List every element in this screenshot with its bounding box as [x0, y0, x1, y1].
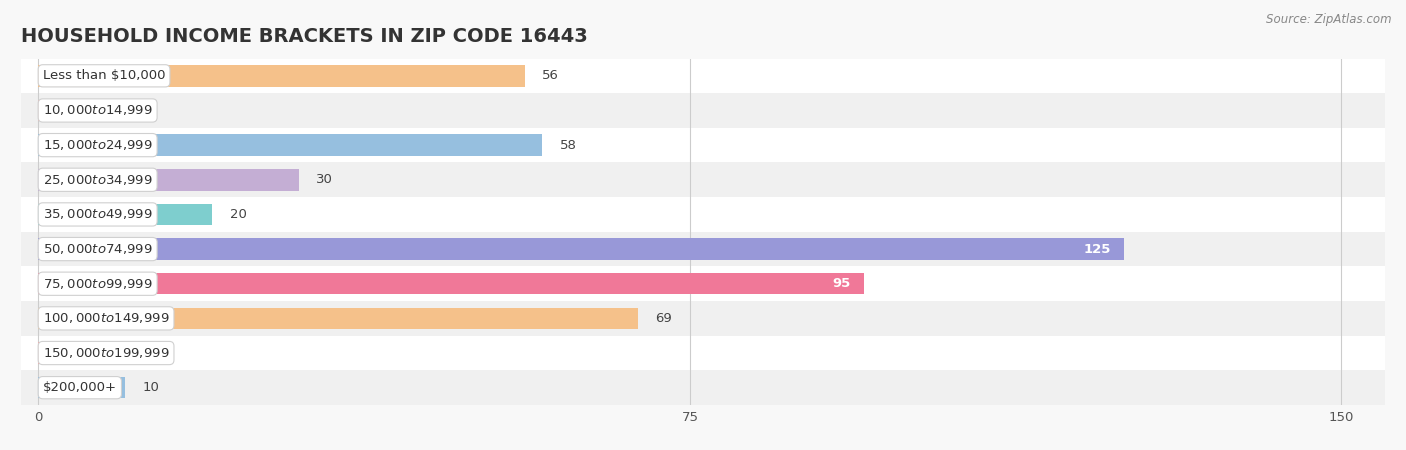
Bar: [38, 100, 42, 121]
Bar: [21, 370, 1385, 405]
Text: 125: 125: [1084, 243, 1111, 256]
Bar: [21, 162, 1385, 197]
Text: 0: 0: [56, 104, 65, 117]
Text: 56: 56: [543, 69, 560, 82]
Text: 10: 10: [142, 381, 159, 394]
Bar: [38, 169, 299, 190]
Text: $10,000 to $14,999: $10,000 to $14,999: [42, 104, 152, 117]
Bar: [21, 266, 1385, 301]
Bar: [21, 301, 1385, 336]
Text: $75,000 to $99,999: $75,000 to $99,999: [42, 277, 152, 291]
Text: 9: 9: [134, 346, 142, 360]
Bar: [38, 238, 1125, 260]
Text: Source: ZipAtlas.com: Source: ZipAtlas.com: [1267, 14, 1392, 27]
Bar: [21, 128, 1385, 162]
Text: HOUSEHOLD INCOME BRACKETS IN ZIP CODE 16443: HOUSEHOLD INCOME BRACKETS IN ZIP CODE 16…: [21, 27, 588, 46]
Bar: [21, 232, 1385, 266]
Text: $200,000+: $200,000+: [42, 381, 117, 394]
Bar: [38, 135, 543, 156]
Text: $100,000 to $149,999: $100,000 to $149,999: [42, 311, 169, 325]
Bar: [38, 342, 117, 364]
Text: $15,000 to $24,999: $15,000 to $24,999: [42, 138, 152, 152]
Text: $25,000 to $34,999: $25,000 to $34,999: [42, 173, 152, 187]
Bar: [38, 65, 524, 86]
Bar: [38, 377, 125, 398]
Bar: [21, 58, 1385, 93]
Text: Less than $10,000: Less than $10,000: [42, 69, 166, 82]
Text: 58: 58: [560, 139, 576, 152]
Text: 95: 95: [832, 277, 851, 290]
Bar: [38, 308, 638, 329]
Bar: [21, 93, 1385, 128]
Text: $35,000 to $49,999: $35,000 to $49,999: [42, 207, 152, 221]
Text: $150,000 to $199,999: $150,000 to $199,999: [42, 346, 169, 360]
Bar: [38, 273, 863, 294]
Text: 20: 20: [229, 208, 246, 221]
Bar: [21, 336, 1385, 370]
Bar: [21, 197, 1385, 232]
Bar: [38, 204, 212, 225]
Text: 30: 30: [316, 173, 333, 186]
Text: 69: 69: [655, 312, 672, 325]
Text: $50,000 to $74,999: $50,000 to $74,999: [42, 242, 152, 256]
